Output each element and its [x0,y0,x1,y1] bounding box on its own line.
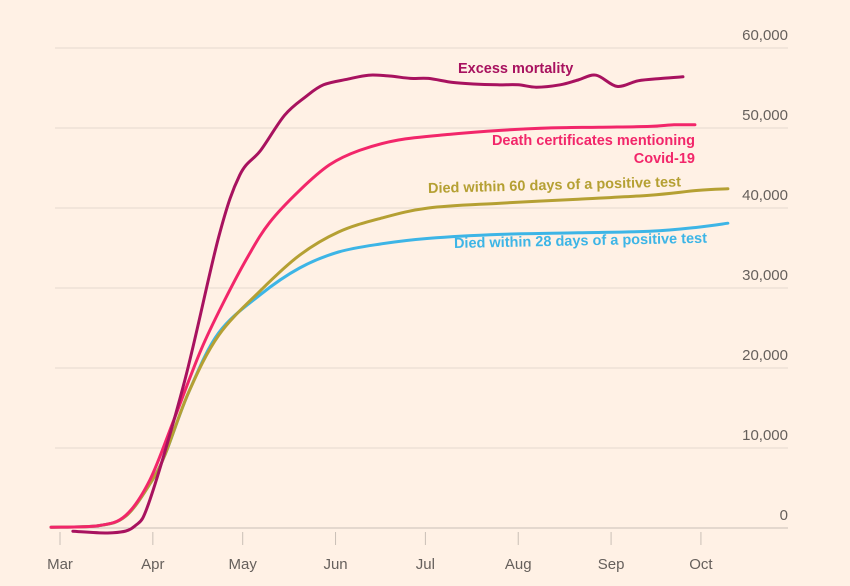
x-tick-label: May [229,556,258,573]
label-death-certificates: Death certificates mentioning Covid-19 [486,132,695,168]
x-tick-label: Sep [598,556,625,573]
y-tick-label: 0 [780,507,788,524]
label-excess-mortality: Excess mortality [458,61,574,77]
y-tick-label: 60,000 [742,27,788,44]
x-tick-label: Apr [141,556,164,573]
y-tick-label: 40,000 [742,187,788,204]
y-tick-label: 50,000 [742,107,788,124]
label-death-certificates-text: Death certificates mentioning Covid-19 [491,133,695,167]
x-tick-label: Jul [416,556,435,573]
series-line-excess-mortality [71,73,685,535]
x-tick-label: Oct [689,556,713,573]
x-tick-label: Mar [47,556,73,573]
y-tick-label: 30,000 [742,267,788,284]
x-tick-label: Aug [505,556,532,573]
y-tick-label: 10,000 [742,427,788,444]
y-tick-label: 20,000 [742,347,788,364]
series-line-death-certificates-mentioning-covid-19 [49,123,697,529]
x-tick-label: Jun [323,556,347,573]
